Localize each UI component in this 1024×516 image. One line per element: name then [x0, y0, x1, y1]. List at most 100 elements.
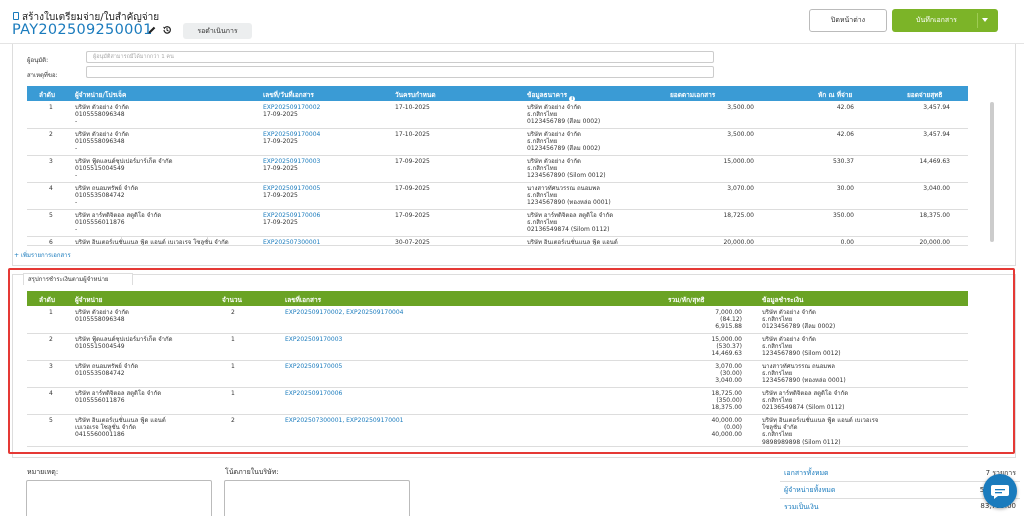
vendor-info: บริษัท ฟู้ดแลนด์ซุปเปอร์มาร์เก็ต จำกัด 0… — [75, 336, 173, 351]
net-amount: 3,457.94 — [923, 131, 950, 138]
documents-table-header: ลำดับ ผู้จำหน่าย/โปรเจ็ค เลขที่/วันที่เอ… — [27, 86, 968, 102]
col-bank: ข้อมูลธนาคาร i — [527, 90, 576, 102]
document-amount: 18,725.00 — [723, 212, 754, 219]
tab-summary-by-vendor[interactable]: สรุปการชำระเงินตามผู้จำหน่าย — [23, 273, 133, 285]
internal-note-label: โน้ตภายในบริษัท: — [225, 468, 279, 476]
totals: 15,000.00 (530.37) 14,469.63 — [711, 336, 742, 358]
button-divider — [977, 13, 978, 28]
bank-info: บริษัท อาร์ทดิจิตอล สตูดิโอ จำกัด ธ.กสิก… — [527, 212, 614, 234]
document-link[interactable]: EXP202509170003 — [263, 158, 321, 165]
withholding-tax: 30.00 — [836, 185, 854, 192]
table-row[interactable]: 1 บริษัท ตัวอย่าง จำกัด 0105558096348 - EX… — [27, 102, 968, 129]
net-amount: 18,375.00 — [919, 212, 950, 219]
document-count: 2 — [231, 417, 235, 424]
document-links[interactable]: EXP202509170002, EXP202509170004 — [285, 309, 404, 316]
col-vendor: ผู้จำหน่าย — [75, 296, 103, 304]
vendor-info: บริษัท ถนอมทรัพย์ จำกัด 0105535084742 — [75, 363, 139, 378]
due-date: 17-10-2025 — [395, 104, 430, 111]
summary-row: 1 บริษัท ตัวอย่าง จำกัด 0105558096348 2 EXP… — [27, 307, 968, 334]
totals: 40,000.00 (0.00) 40,000.00 — [711, 417, 742, 439]
document-links[interactable]: EXP202507300001, EXP202509170001 — [285, 417, 404, 424]
document-links[interactable]: EXP202509170006 — [285, 390, 343, 397]
document-link[interactable]: EXP202507300001 — [263, 239, 321, 246]
document-links[interactable]: EXP202509170005 — [285, 363, 343, 370]
row-number: 5 — [49, 417, 53, 424]
add-document-link[interactable]: + เพิ่มรายการเอกสาร — [14, 252, 71, 259]
row-number: 1 — [49, 104, 53, 111]
col-docs: เลขที่เอกสาร — [285, 296, 322, 304]
total-docs-label[interactable]: เอกสารทั้งหมด — [784, 469, 829, 477]
document-link[interactable]: EXP202509170005 — [263, 185, 321, 192]
document-amount: 20,000.00 — [723, 239, 754, 246]
document-link[interactable]: EXP202509170002 — [263, 104, 321, 111]
vendor-info: บริษัท อินเตอร์เนชั่นแนล ฟู้ด แอนด์ เบเว… — [75, 239, 229, 246]
approver-input[interactable]: ผู้อนุมัติสามารถมีได้มากกว่า 1 คน — [86, 51, 714, 63]
chat-button[interactable] — [983, 474, 1017, 508]
document-icon — [13, 12, 19, 20]
vendor-info: บริษัท อินเตอร์เนชั่นแนล ฟู้ด แอนด์ เบเว… — [75, 417, 166, 439]
row-number: 3 — [49, 158, 53, 165]
summary-row: 5 บริษัท อินเตอร์เนชั่นแนล ฟู้ด แอนด์ เบเ… — [27, 415, 968, 447]
row-number: 2 — [49, 336, 53, 343]
document-links[interactable]: EXP202509170003 — [285, 336, 343, 343]
withholding-tax: 42.06 — [836, 131, 854, 138]
remark-label: หมายเหตุ: — [27, 468, 59, 476]
reason-input[interactable] — [86, 66, 714, 78]
total-vendors-label[interactable]: ผู้จำหน่ายทั้งหมด — [784, 486, 836, 494]
table-scrollbar[interactable] — [990, 102, 994, 242]
vendor-info: บริษัท อาร์ทดิจิตอล สตูดิโอ จำกัด 010555… — [75, 390, 162, 405]
highlight-box — [8, 268, 1015, 454]
pencil-icon[interactable] — [147, 25, 157, 35]
document-date: 17-09-2025 — [263, 219, 298, 226]
document-link[interactable]: EXP202509170006 — [263, 212, 321, 219]
document-count: 2 — [231, 309, 235, 316]
document-date: 17-09-2025 — [263, 138, 298, 145]
net-amount: 3,457.94 — [923, 104, 950, 111]
bank-info: บริษัท ตัวอย่าง จำกัด ธ.กสิกรไทย 0123456… — [527, 131, 601, 153]
save-button-label: บันทึกเอกสาร — [916, 16, 957, 24]
row-number: 3 — [49, 363, 53, 370]
info-icon[interactable]: i — [569, 96, 576, 102]
save-document-button[interactable]: บันทึกเอกสาร — [892, 9, 998, 32]
col-no: ลำดับ — [39, 91, 55, 99]
close-window-button[interactable]: ปิดหน้าต่าง — [809, 9, 887, 32]
internal-note-textarea[interactable] — [224, 480, 410, 516]
due-date: 17-09-2025 — [395, 212, 430, 219]
payment-info: บริษัท ตัวอย่าง จำกัด ธ.กสิกรไทย 0123456… — [762, 309, 836, 331]
totals: 3,070.00 (30.00) 3,040.00 — [715, 363, 742, 385]
row-number: 1 — [49, 309, 53, 316]
approver-label: ผู้อนุมัติ: — [27, 57, 49, 64]
remark-textarea[interactable] — [26, 480, 212, 516]
vendor-info: บริษัท ตัวอย่าง จำกัด 0105558096348 — [75, 309, 129, 324]
col-totals: รวม/หัก/สุทธิ — [668, 296, 705, 304]
row-number: 5 — [49, 212, 53, 219]
due-date: 17-09-2025 — [395, 185, 430, 192]
row-number: 4 — [49, 390, 53, 397]
grand-total-label: รวมเป็นเงิน — [784, 503, 819, 511]
table-row[interactable]: 2 บริษัท ตัวอย่าง จำกัด 0105558096348 - EX… — [27, 129, 968, 156]
table-row[interactable]: 3 บริษัท ฟู้ดแลนด์ซุปเปอร์มาร์เก็ต จำกัด … — [27, 156, 968, 183]
table-row[interactable]: 4 บริษัท ถนอมทรัพย์ จำกัด 0105535084742 -… — [27, 183, 968, 210]
vendor-info: บริษัท ตัวอย่าง จำกัด 0105558096348 - — [75, 104, 129, 126]
table-row[interactable]: 5 บริษัท อาร์ทดิจิตอล สตูดิโอ จำกัด 01055… — [27, 210, 968, 237]
status-badge: รอดำเนินการ — [183, 23, 252, 39]
withholding-tax: 0.00 — [840, 239, 854, 246]
summary-card — [12, 274, 1016, 458]
chevron-down-icon[interactable] — [982, 18, 988, 22]
payment-info: บริษัท อาร์ทดิจิตอล สตูดิโอ จำกัด ธ.กสิก… — [762, 390, 849, 412]
withholding-tax: 350.00 — [833, 212, 854, 219]
col-wht: หัก ณ ที่จ่าย — [818, 91, 853, 99]
row-number: 2 — [49, 131, 53, 138]
withholding-tax: 530.37 — [833, 158, 854, 165]
total-docs-value: 7 รายการ — [985, 469, 1016, 477]
payment-info: บริษัท อินเตอร์เนชั่นแนล ฟู้ด แอนด์ เบเว… — [762, 417, 879, 446]
due-date: 17-09-2025 — [395, 158, 430, 165]
due-date: 30-07-2025 — [395, 239, 430, 246]
summary-row: 2 บริษัท ฟู้ดแลนด์ซุปเปอร์มาร์เก็ต จำกัด … — [27, 334, 968, 361]
document-link[interactable]: EXP202509170004 — [263, 131, 321, 138]
history-icon[interactable] — [162, 25, 172, 35]
document-date: 17-09-2025 — [263, 192, 298, 199]
table-row[interactable]: 6 บริษัท อินเตอร์เนชั่นแนล ฟู้ด แอนด์ เบเ… — [27, 237, 968, 246]
page-title: สร้างใบเตรียมจ่าย/ใบสำคัญจ่าย — [22, 12, 160, 23]
documents-table: ลำดับ ผู้จำหน่าย/โปรเจ็ค เลขที่/วันที่เอ… — [27, 86, 994, 246]
